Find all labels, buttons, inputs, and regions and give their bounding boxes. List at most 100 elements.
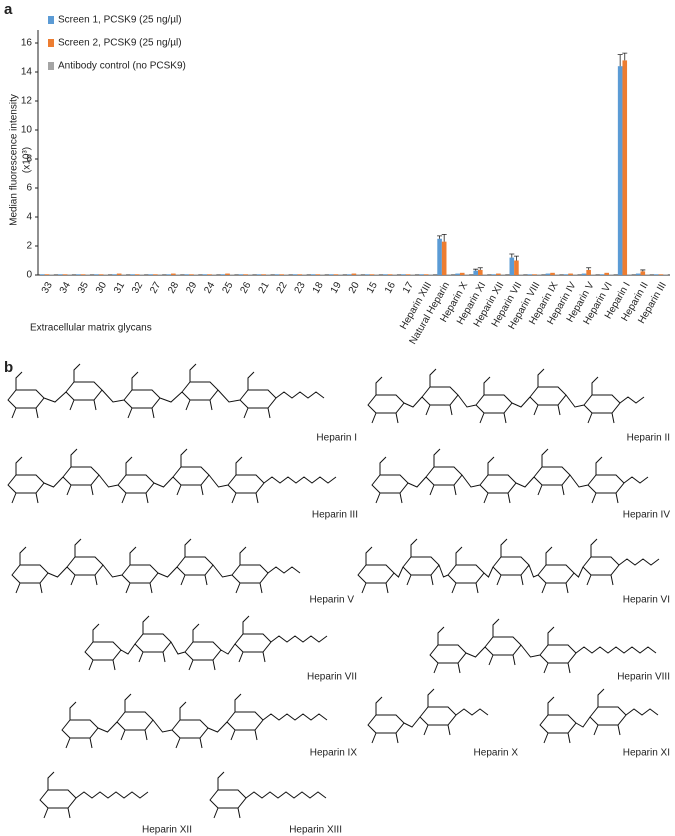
x-tick-label: 17: [401, 280, 416, 296]
bar: [44, 274, 50, 275]
bar: [437, 238, 442, 275]
y-tick-label: 10: [21, 125, 33, 136]
legend-swatch: [48, 62, 54, 70]
structure-label: Heparin IV: [623, 510, 671, 521]
bar: [292, 274, 298, 275]
x-tick-label: 30: [94, 280, 109, 296]
bar: [532, 274, 537, 275]
structure-label: Heparin VI: [623, 595, 670, 606]
bar: [441, 241, 447, 275]
bar: [527, 274, 533, 275]
structure-label: Heparin III: [312, 510, 358, 521]
bar: [333, 274, 339, 275]
error-bar: [622, 52, 628, 61]
bar: [369, 274, 375, 275]
bar: [617, 66, 623, 275]
structure-label: Heparin I: [316, 433, 357, 444]
bar: [491, 274, 497, 275]
bar: [58, 274, 63, 275]
y-tick-label: 8: [26, 154, 32, 165]
y-axis-unit: (x10³): [22, 147, 33, 173]
bar: [184, 274, 190, 275]
structure-label: Heparin XIII: [289, 825, 342, 836]
bar: [401, 274, 406, 275]
bar: [635, 273, 641, 275]
bar: [455, 273, 460, 275]
bar: [202, 274, 208, 275]
bar: [80, 274, 86, 275]
x-tick-label: 22: [275, 280, 290, 296]
x-tick-label: 31: [112, 280, 127, 296]
bar: [207, 274, 212, 275]
bar: [112, 274, 117, 275]
y-tick-label: 16: [21, 38, 33, 49]
error-bar: [617, 54, 623, 67]
error-bar: [509, 253, 515, 258]
bar: [419, 274, 424, 275]
legend-label: Screen 1, PCSK9 (25 ng/µl): [58, 15, 182, 26]
x-tick-label: 23: [293, 280, 308, 296]
bar: [581, 273, 587, 275]
x-tick-label: 16: [383, 280, 398, 296]
sugar-chain: [539, 688, 659, 744]
y-tick-label: 6: [26, 183, 32, 194]
bar: [243, 274, 248, 275]
structure-label: Heparin V: [310, 595, 355, 606]
x-tick-label: 34: [58, 280, 73, 296]
x-tick-label: 25: [220, 280, 235, 296]
x-tick-label: 24: [202, 280, 217, 296]
bar: [509, 257, 515, 275]
bar: [478, 269, 483, 275]
x-tick-label: 27: [148, 280, 163, 296]
y-tick-label: 4: [26, 212, 32, 223]
bar: [365, 274, 370, 275]
bar: [328, 274, 334, 275]
sugar-chain: [367, 688, 489, 744]
bar: [148, 274, 153, 275]
bar: [658, 274, 664, 275]
bar: [423, 274, 429, 275]
x-tick-label: 32: [130, 280, 145, 296]
bar: [347, 274, 352, 275]
sugar-chain: [209, 771, 327, 819]
error-bar: [441, 234, 447, 242]
bar: [220, 274, 226, 275]
x-tick-label: 18: [311, 280, 326, 296]
structure-label: Heparin II: [627, 433, 670, 444]
sugar-chain: [7, 363, 325, 419]
bar: [166, 274, 172, 275]
structure-label: Heparin X: [474, 748, 519, 759]
x-tick-label: 19: [329, 280, 344, 296]
bar: [387, 274, 393, 275]
y-axis-title: Median fluorescence intensity: [9, 94, 20, 226]
sugar-chain: [357, 538, 660, 594]
y-tick-label: 0: [26, 270, 32, 281]
sugar-chain: [84, 615, 328, 671]
bar: [94, 274, 99, 275]
sugar-chain: [371, 448, 649, 504]
legend-swatch: [48, 39, 54, 47]
bar: [383, 274, 388, 275]
bar: [134, 274, 140, 275]
x-tick-label: 29: [184, 280, 199, 296]
bar: [459, 272, 465, 275]
bar: [351, 273, 357, 275]
bar: [279, 274, 284, 275]
sugar-chain: [7, 448, 337, 504]
bar: [568, 273, 573, 275]
bar: [297, 274, 303, 275]
bar: [189, 274, 194, 275]
bar: [62, 274, 68, 275]
legend-label: Screen 2, PCSK9 (25 ng/µl): [58, 38, 182, 49]
bar: [315, 274, 321, 275]
structure-label: Heparin VIII: [617, 672, 670, 683]
bar: [599, 274, 605, 275]
bar: [310, 274, 316, 275]
sugar-chain: [367, 368, 645, 424]
x-tick-label: 26: [238, 280, 253, 296]
bar: [622, 60, 628, 276]
x-axis-title: Extracellular matrix glycans: [30, 323, 152, 334]
error-bar: [513, 255, 519, 261]
bar: [98, 274, 104, 275]
